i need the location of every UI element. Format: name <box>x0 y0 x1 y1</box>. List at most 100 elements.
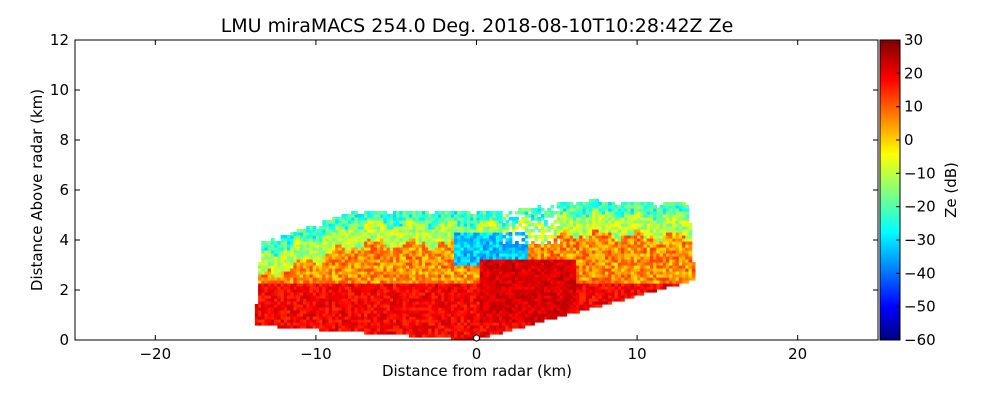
echo-cell <box>582 262 587 266</box>
echo-cell <box>463 268 468 272</box>
echo-cell <box>595 250 600 254</box>
echo-cell <box>566 265 571 269</box>
echo-cell <box>476 262 481 266</box>
echo-cell <box>283 238 288 242</box>
echo-cell <box>608 277 612 281</box>
echo-cell <box>560 247 564 251</box>
echo-cell <box>624 250 629 254</box>
echo-cell <box>576 250 580 254</box>
echo-cell <box>572 241 577 245</box>
echo-cell <box>531 214 535 218</box>
echo-cell <box>598 229 603 233</box>
echo-cell <box>470 286 474 290</box>
echo-cell <box>306 319 311 323</box>
echo-cell <box>454 295 458 299</box>
echo-cell <box>351 232 355 236</box>
echo-cell <box>373 271 378 275</box>
echo-cell <box>312 289 317 293</box>
echo-cell <box>270 313 275 317</box>
echo-cell <box>499 250 503 254</box>
echo-cell <box>348 310 352 314</box>
echo-cell <box>640 202 645 206</box>
echo-cell <box>486 292 490 296</box>
echo-cell <box>518 307 523 311</box>
echo-cell <box>264 241 269 245</box>
echo-cell <box>531 241 535 245</box>
echo-cell <box>357 328 362 332</box>
echo-cell <box>299 232 304 236</box>
echo-cell <box>492 295 497 299</box>
echo-cell <box>373 316 378 320</box>
echo-cell <box>595 292 600 296</box>
echo-cell <box>312 280 317 284</box>
echo-cell <box>511 298 516 302</box>
echo-cell <box>489 304 494 308</box>
echo-cell <box>357 217 362 221</box>
echo-cell <box>351 229 355 233</box>
echo-cell <box>637 253 641 257</box>
echo-cell <box>280 316 285 320</box>
echo-cell <box>457 211 461 215</box>
echo-cell <box>447 214 452 218</box>
echo-cell <box>354 211 359 215</box>
echo-cell <box>290 256 294 260</box>
echo-cell <box>511 292 516 296</box>
echo-cell <box>450 262 455 266</box>
echo-cell <box>470 226 474 230</box>
echo-cell <box>563 250 567 254</box>
echo-cell <box>367 298 372 302</box>
echo-cell <box>425 328 429 332</box>
echo-cell <box>627 289 632 293</box>
echo-cell <box>447 331 452 335</box>
echo-cell <box>515 310 519 314</box>
echo-cell <box>544 286 548 290</box>
echo-cell <box>598 265 603 269</box>
echo-cell <box>376 325 381 329</box>
echo-cell <box>338 274 343 278</box>
echo-cell <box>576 247 580 251</box>
echo-cell <box>598 202 603 206</box>
echo-cell <box>659 286 664 290</box>
echo-cell <box>617 259 622 263</box>
echo-cell <box>296 307 301 311</box>
echo-cell <box>682 259 686 263</box>
echo-cell <box>470 310 474 314</box>
echo-cell <box>608 262 612 266</box>
echo-cell <box>518 325 523 329</box>
echo-cell <box>415 319 420 323</box>
echo-cell <box>261 295 266 299</box>
echo-cell <box>495 235 500 239</box>
echo-cell <box>306 313 311 317</box>
echo-cell <box>348 223 352 227</box>
echo-cell <box>444 295 449 299</box>
echo-cell <box>383 319 388 323</box>
echo-cell <box>277 277 282 281</box>
echo-cell <box>338 289 343 293</box>
echo-cell <box>267 274 272 278</box>
echo-cell <box>643 268 648 272</box>
echo-cell <box>283 310 288 314</box>
echo-cell <box>521 319 526 323</box>
echo-cell <box>380 265 384 269</box>
echo-cell <box>267 280 272 284</box>
echo-cell <box>457 223 461 227</box>
echo-cell <box>640 274 645 278</box>
echo-cell <box>473 241 478 245</box>
echo-cell <box>444 331 449 335</box>
echo-cell <box>283 265 288 269</box>
echo-cell <box>299 289 304 293</box>
echo-cell <box>309 289 314 293</box>
echo-cell <box>367 268 372 272</box>
echo-cell <box>283 274 288 278</box>
echo-cell <box>466 328 471 332</box>
echo-cell <box>335 304 339 308</box>
echo-cell <box>444 247 449 251</box>
echo-cell <box>630 220 635 224</box>
echo-cell <box>389 265 394 269</box>
echo-cell <box>370 307 375 311</box>
echo-cell <box>582 223 587 227</box>
echo-cell <box>270 268 275 272</box>
echo-cell <box>412 232 417 236</box>
echo-cell <box>595 229 600 233</box>
echo-cell <box>611 229 616 233</box>
